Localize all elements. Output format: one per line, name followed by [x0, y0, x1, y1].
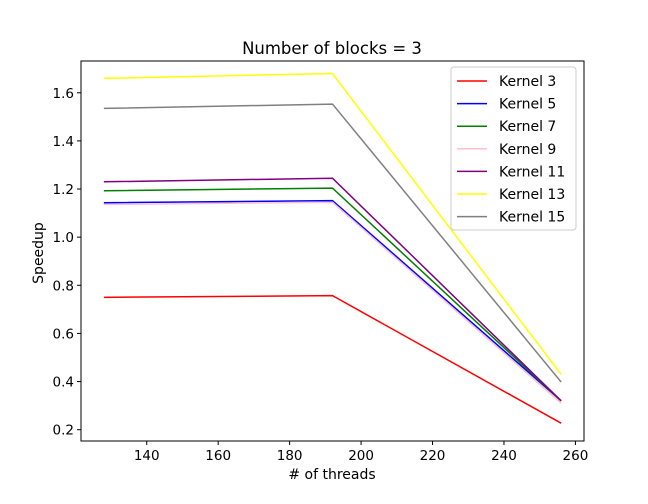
y-tick-label: 1.0	[53, 230, 74, 246]
x-tick-label: 180	[277, 448, 303, 464]
y-tick-label: 1.2	[53, 182, 74, 198]
legend: Kernel 3 Kernel 5 Kernel 7 Kernel 9 Kernel 1…	[450, 66, 577, 231]
x-tick-label: 160	[205, 448, 231, 464]
y-tick-label: 1.4	[53, 134, 74, 150]
legend-label-5: Kernel 11	[499, 164, 565, 180]
y-axis-label: Speedup	[31, 222, 47, 284]
y-tick-label: 0.2	[53, 423, 74, 439]
y-tick-label: 0.6	[53, 326, 74, 342]
legend-label-3: Kernel 7	[499, 119, 556, 135]
x-axis-ticks: 140 160 180 200 220 240 260	[134, 441, 588, 464]
legend-label-2: Kernel 5	[499, 97, 556, 113]
series-line-2	[103, 199, 562, 402]
y-tick-label: 0.8	[53, 278, 74, 294]
y-tick-label: 1.6	[53, 86, 74, 102]
series-line-7	[103, 103, 562, 383]
plot-lines	[103, 72, 562, 424]
x-tick-label: 240	[491, 448, 517, 464]
x-tick-label: 140	[134, 448, 160, 464]
legend-box	[450, 66, 577, 231]
series-line-6	[103, 72, 562, 375]
chart-title: Number of blocks = 3	[242, 39, 422, 58]
x-tick-label: 200	[348, 448, 374, 464]
series-line-5	[103, 177, 562, 402]
x-tick-label: 260	[563, 448, 589, 464]
series-line-3	[103, 187, 562, 402]
legend-label-6: Kernel 13	[499, 187, 565, 203]
x-tick-label: 220	[420, 448, 446, 464]
legend-label-7: Kernel 15	[499, 210, 565, 226]
legend-label-4: Kernel 9	[499, 142, 556, 158]
legend-label-1: Kernel 3	[499, 74, 556, 90]
plot-frame	[80, 60, 585, 442]
series-line-1	[103, 294, 562, 424]
x-axis-label: # of threads	[288, 467, 375, 483]
y-axis-ticks: 0.2 0.4 0.6 0.8 1.0 1.2 1.4 1.6	[53, 86, 81, 439]
y-tick-label: 0.4	[53, 375, 74, 391]
series-line-4	[103, 201, 562, 404]
